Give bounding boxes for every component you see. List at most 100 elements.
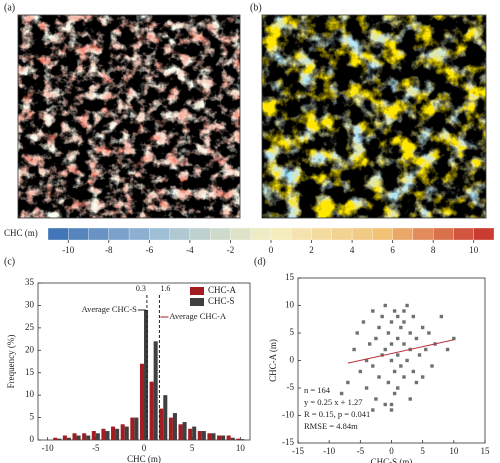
point: [439, 314, 444, 319]
panel-label: (b): [250, 2, 262, 13]
bar: [57, 438, 62, 440]
point: [352, 347, 356, 352]
bar: [130, 417, 135, 440]
y-axis-label: CHC-A (m): [268, 339, 278, 382]
tick-label: -6: [146, 245, 154, 255]
bar: [236, 438, 241, 440]
tick-label: 10: [236, 443, 246, 453]
point: [339, 391, 344, 396]
bar: [226, 435, 231, 440]
point: [392, 391, 397, 396]
tick-label: 15: [481, 446, 491, 456]
point: [355, 331, 359, 335]
stats-text: RMSE = 4.84m: [304, 421, 358, 431]
bar: [153, 341, 158, 440]
tick-label: -4: [186, 245, 194, 255]
point: [411, 369, 416, 374]
point: [399, 364, 403, 368]
bar: [230, 437, 235, 440]
tick-label: 0: [269, 245, 274, 255]
fit-line: [347, 339, 454, 364]
bar: [168, 417, 173, 440]
colorbar-segment: [250, 227, 272, 241]
point: [377, 325, 381, 330]
bar: [197, 431, 202, 440]
point: [408, 397, 412, 401]
map-b: [261, 14, 487, 219]
annotation: Average CHC-A: [169, 311, 227, 321]
colorbar-segment: [270, 227, 292, 241]
bar: [201, 431, 206, 440]
tick-label: -10: [323, 446, 335, 456]
bar: [120, 424, 125, 440]
bar: [91, 431, 96, 440]
bar: [62, 435, 67, 440]
tick-label: 10: [469, 245, 479, 255]
bar: [163, 395, 168, 440]
bar: [172, 413, 177, 440]
point: [364, 358, 369, 363]
bar: [144, 309, 149, 440]
point: [414, 380, 419, 385]
point: [392, 369, 397, 374]
tick-label: -10: [282, 410, 294, 420]
point: [367, 342, 372, 346]
point: [408, 331, 412, 335]
colorbar-segment: [88, 227, 109, 241]
point: [396, 386, 400, 390]
point: [383, 303, 387, 308]
point: [402, 342, 406, 346]
tick-label: 8: [431, 245, 436, 255]
colorbar-segment: [372, 227, 393, 241]
tick-label: -2: [227, 245, 235, 255]
tick-label: -5: [92, 443, 100, 453]
point: [396, 336, 400, 341]
point: [371, 364, 375, 368]
point: [383, 402, 387, 407]
colorbar-segment: [473, 227, 495, 241]
colorbar-segment: [230, 227, 251, 241]
tick-label: 5: [190, 443, 195, 453]
point: [380, 353, 384, 357]
colorbar-segment: [47, 227, 69, 241]
tick-label: 2: [309, 245, 314, 255]
stats-text: R = 0.15, p = 0.041: [304, 409, 370, 419]
annotation: Average CHC-S: [82, 304, 138, 314]
bar: [221, 435, 226, 440]
point: [414, 336, 419, 341]
colorbar-segment: [189, 227, 211, 241]
point: [402, 320, 406, 324]
point: [364, 386, 369, 390]
colorbar-label: CHC (m): [4, 228, 38, 238]
point: [389, 342, 394, 346]
y-axis-label: Frequency (%): [6, 335, 16, 389]
tick-label: -8: [105, 245, 113, 255]
colorbar-segment: [108, 227, 130, 241]
tick-label: 25: [25, 322, 35, 332]
point: [386, 380, 391, 385]
tick-label: -10: [42, 443, 54, 453]
tick-label: 4: [350, 245, 355, 255]
colorbar-segment: [351, 227, 373, 241]
legend-swatch: [190, 298, 204, 306]
bar: [134, 417, 139, 440]
map-a: [17, 14, 241, 219]
colorbar-segment: [412, 227, 434, 241]
point: [374, 336, 378, 341]
point: [430, 364, 434, 368]
tick-label: -5: [287, 382, 295, 392]
point: [374, 397, 378, 401]
legend-swatch: [190, 287, 204, 295]
bar: [86, 435, 91, 440]
bar: [188, 428, 193, 440]
tick-label: 5: [420, 446, 425, 456]
point: [371, 408, 375, 412]
point: [383, 347, 387, 352]
tick-label: 35: [25, 277, 35, 287]
bar: [66, 437, 71, 440]
tick-label: 10: [285, 300, 295, 310]
colorbar-segment: [149, 227, 170, 241]
point: [405, 358, 409, 363]
point: [392, 309, 397, 313]
colorbar-segment: [453, 227, 474, 241]
